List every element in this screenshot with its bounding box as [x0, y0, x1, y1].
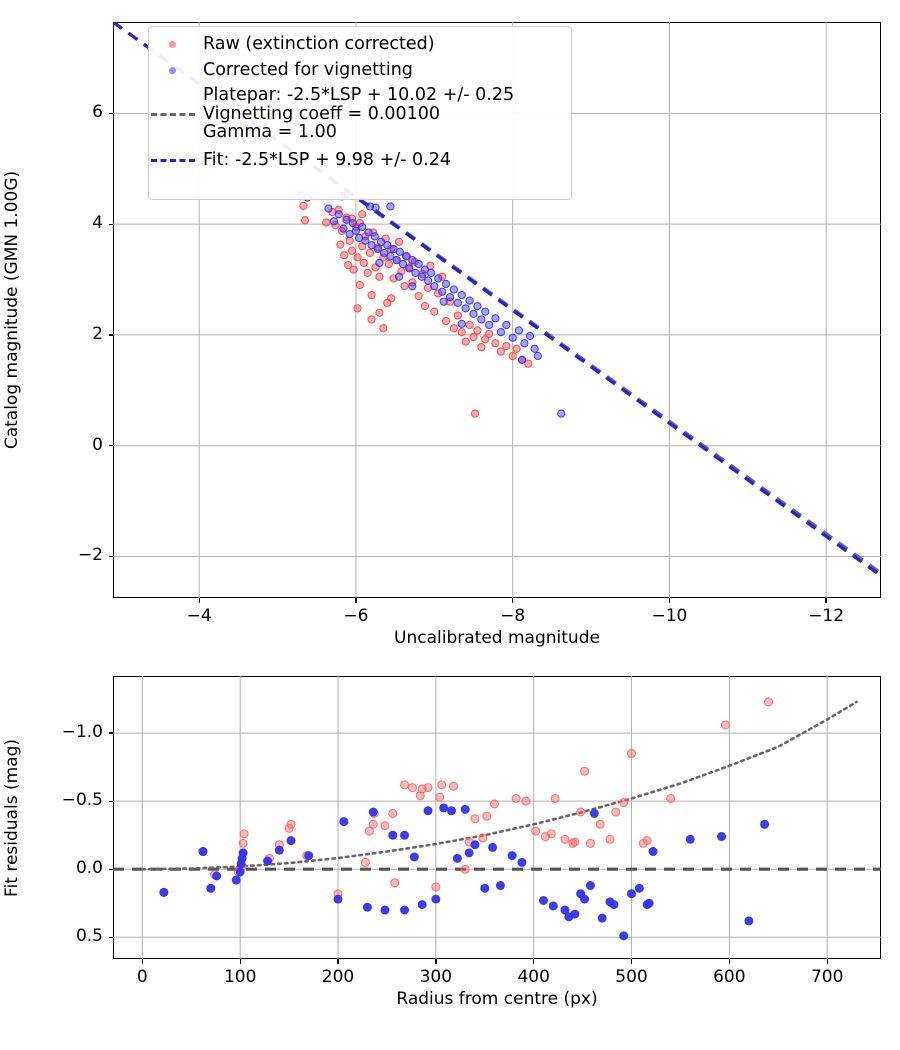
- x-tick-label: 400: [517, 967, 550, 987]
- x-tick-label: −8: [500, 606, 526, 626]
- y-tick-label: 6: [92, 102, 103, 123]
- legend-entry-2: Platepar: -2.5*LSP + 10.02 +/- 0.25 Vign…: [149, 83, 571, 145]
- y-tick-label: 0.0: [75, 858, 103, 879]
- x-tickmark: [435, 959, 437, 964]
- x-tick-label: 500: [615, 967, 648, 987]
- x-tickmark: [668, 598, 671, 603]
- legend-dashed-line-icon: [149, 151, 197, 169]
- x-tickmark: [728, 959, 730, 964]
- marker-dot-icon: [169, 66, 176, 74]
- magnitude-fit-xlabel: Uncalibrated magnitude: [394, 628, 600, 648]
- y-tickmark: [108, 936, 113, 938]
- x-tick-label: 200: [321, 967, 355, 987]
- x-tickmark: [355, 598, 357, 603]
- x-tick-label: −6: [343, 606, 369, 626]
- dashed-line-icon: [151, 112, 195, 116]
- x-tick-label: −12: [808, 606, 845, 626]
- y-tickmark: [108, 800, 113, 802]
- legend: Raw (extinction corrected) Corrected for …: [148, 26, 572, 200]
- x-tick-label: −4: [186, 606, 212, 626]
- legend-label: Raw (extinction corrected): [203, 33, 435, 54]
- x-tick-label: −10: [651, 606, 688, 626]
- legend-entry-0: Raw (extinction corrected): [149, 31, 571, 57]
- y-tickmark: [108, 445, 113, 447]
- legend-marker-icon: [149, 35, 197, 53]
- legend-label: Fit: -2.5*LSP + 9.98 +/- 0.24: [203, 149, 451, 170]
- x-tickmark: [630, 959, 633, 964]
- x-tickmark: [512, 598, 514, 603]
- x-tick-label: 700: [810, 967, 844, 987]
- x-tickmark: [337, 959, 339, 964]
- legend-dashed-line-icon: [149, 105, 197, 123]
- x-tickmark: [533, 959, 535, 964]
- marker-dot-icon: [169, 40, 176, 48]
- x-tick-label: 300: [419, 967, 453, 987]
- x-tick-label: 100: [223, 967, 257, 987]
- series-corrected-for-vignetting: [159, 803, 770, 941]
- x-tick-label: 600: [713, 967, 746, 987]
- legend-marker-icon: [149, 61, 197, 79]
- fit-residuals-xlabel: Radius from centre (px): [396, 989, 598, 1009]
- legend-label: Platepar: -2.5*LSP + 10.02 +/- 0.25 Vign…: [203, 84, 515, 143]
- x-tickmark: [239, 959, 241, 964]
- legend-entry-1: Corrected for vignetting: [149, 57, 571, 83]
- y-tickmark: [108, 334, 113, 336]
- dashed-line-icon: [151, 158, 195, 162]
- x-tickmark: [198, 598, 200, 603]
- y-tickmark: [108, 732, 113, 734]
- y-tick-label: 0.5: [75, 926, 103, 947]
- y-tick-label: 4: [92, 213, 103, 234]
- y-tickmark: [108, 555, 113, 558]
- x-tickmark: [141, 959, 143, 964]
- y-tick-label: −2: [77, 545, 103, 566]
- legend-label: Corrected for vignetting: [203, 59, 413, 80]
- x-tickmark: [825, 598, 827, 603]
- y-tick-label: 0: [92, 434, 103, 455]
- y-tickmark: [108, 868, 113, 870]
- legend-entry-3: Fit: -2.5*LSP + 9.98 +/- 0.24: [149, 147, 571, 173]
- y-tickmark: [108, 223, 113, 225]
- x-tick-label: 0: [136, 967, 148, 987]
- y-tick-label: 2: [92, 323, 103, 344]
- y-tick-label: −0.5: [61, 790, 103, 811]
- x-tickmark: [826, 959, 828, 964]
- y-tick-label: −1.0: [61, 722, 103, 743]
- fit-residuals-axes: [113, 676, 881, 959]
- y-tickmark: [108, 112, 113, 115]
